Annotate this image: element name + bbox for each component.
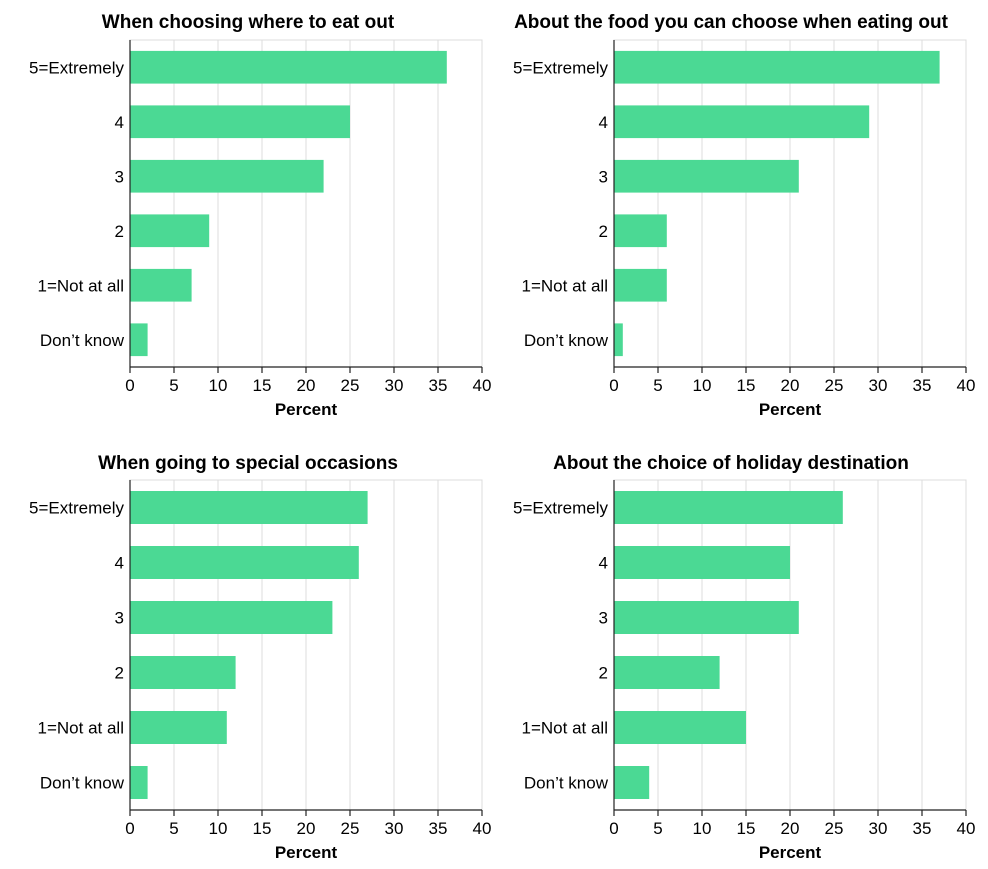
bar: [130, 711, 227, 744]
bar: [130, 601, 333, 634]
x-tick-label: 5: [653, 376, 662, 395]
category-label: 4: [115, 554, 124, 573]
chart-title: When going to special occasions: [98, 453, 398, 474]
x-tick-label: 5: [169, 819, 178, 838]
x-tick-label: 10: [209, 819, 228, 838]
bar: [130, 50, 447, 84]
chart-panel-2: 5=Extremely 4 3 2 1=Not at all Don’t know 0 5 10…: [513, 12, 975, 419]
x-tick-label: 0: [125, 376, 134, 395]
chart-title: When choosing where to eat out: [102, 12, 395, 33]
category-label: 1=Not at all: [38, 276, 124, 295]
x-axis-title: Percent: [759, 843, 822, 862]
x-tick-label: 20: [781, 376, 800, 395]
x-tick-label: 25: [341, 376, 360, 395]
bar: [614, 105, 870, 139]
x-tick-label: 20: [781, 819, 800, 838]
category-label: Don’t know: [524, 774, 609, 793]
x-tick-label: 20: [297, 376, 316, 395]
x-tick-label: 15: [737, 819, 756, 838]
x-tick-label: 15: [253, 376, 272, 395]
x-tick-label: 35: [913, 819, 932, 838]
x-tick-label: 25: [825, 819, 844, 838]
x-tick-label: 40: [473, 376, 492, 395]
category-label: 3: [115, 609, 124, 628]
x-tick-label: 35: [429, 376, 448, 395]
category-label: Don’t know: [524, 331, 609, 350]
category-label: 4: [115, 113, 124, 132]
bar: [130, 268, 192, 302]
bar: [614, 601, 799, 634]
chart-panel-1: 5=Extremely 4 3 2 1=Not at all Don’t know 0 5 10…: [29, 12, 491, 419]
x-tick-label: 0: [125, 819, 134, 838]
category-label: 5=Extremely: [29, 58, 124, 77]
x-tick-label: 20: [297, 819, 316, 838]
x-tick-label: 0: [609, 376, 618, 395]
category-label: 2: [599, 664, 608, 683]
x-tick-label: 30: [869, 376, 888, 395]
bar: [130, 546, 359, 579]
bar: [130, 159, 324, 193]
bar: [614, 268, 667, 302]
bar: [130, 323, 148, 357]
bar: [614, 546, 790, 579]
category-label: 3: [599, 609, 608, 628]
x-tick-label: 30: [385, 819, 404, 838]
x-tick-label: 25: [341, 819, 360, 838]
x-tick-label: 30: [869, 819, 888, 838]
x-tick-label: 10: [693, 819, 712, 838]
bar: [614, 711, 746, 744]
category-label: 2: [599, 222, 608, 241]
bar: [614, 491, 843, 524]
bar: [614, 656, 720, 689]
x-tick-label: 5: [169, 376, 178, 395]
category-label: 2: [115, 664, 124, 683]
bar: [614, 766, 650, 799]
x-axis-title: Percent: [275, 400, 338, 419]
x-tick-label: 35: [429, 819, 448, 838]
category-label: 5=Extremely: [29, 499, 124, 518]
x-tick-label: 10: [693, 376, 712, 395]
bar: [130, 766, 148, 799]
bar: [614, 323, 623, 357]
category-label: 5=Extremely: [513, 499, 608, 518]
bar: [130, 105, 350, 139]
bar: [130, 214, 210, 248]
x-tick-label: 40: [473, 819, 492, 838]
category-label: 3: [115, 167, 124, 186]
x-axis-title: Percent: [759, 400, 822, 419]
x-tick-label: 5: [653, 819, 662, 838]
x-tick-label: 40: [957, 376, 976, 395]
bar: [130, 491, 368, 524]
x-tick-label: 10: [209, 376, 228, 395]
bar: [614, 50, 940, 84]
x-tick-label: 15: [253, 819, 272, 838]
category-label: 1=Not at all: [522, 719, 608, 738]
category-label: 1=Not at all: [38, 719, 124, 738]
chart-title: About the food you can choose when eatin…: [514, 12, 949, 33]
chart-panel-3: 5=Extremely 4 3 2 1=Not at all Don’t know 0 5 10…: [29, 453, 491, 862]
chart-title: About the choice of holiday destination: [553, 453, 909, 474]
x-tick-label: 35: [913, 376, 932, 395]
bar: [130, 656, 236, 689]
category-label: 1=Not at all: [522, 276, 608, 295]
category-label: 5=Extremely: [513, 58, 608, 77]
category-label: 4: [599, 554, 608, 573]
x-tick-label: 40: [957, 819, 976, 838]
x-axis-title: Percent: [275, 843, 338, 862]
x-tick-label: 25: [825, 376, 844, 395]
category-label: Don’t know: [40, 331, 125, 350]
category-label: Don’t know: [40, 774, 125, 793]
category-label: 4: [599, 113, 608, 132]
category-label: 3: [599, 167, 608, 186]
chart-panel-4: 5=Extremely 4 3 2 1=Not at all Don’t know 0 5 10…: [513, 453, 975, 862]
x-tick-label: 0: [609, 819, 618, 838]
x-tick-label: 15: [737, 376, 756, 395]
category-label: 2: [115, 222, 124, 241]
bar: [614, 214, 667, 248]
x-tick-label: 30: [385, 376, 404, 395]
bar: [614, 159, 799, 193]
